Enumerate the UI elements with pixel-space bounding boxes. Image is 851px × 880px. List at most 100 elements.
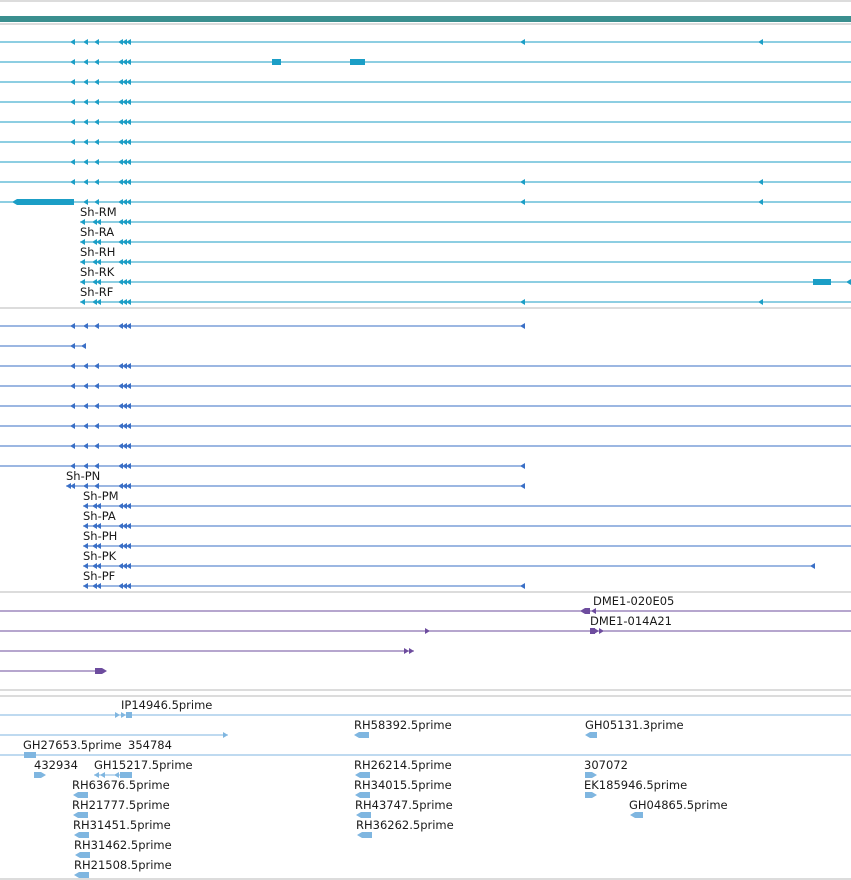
exon-arrow-left: [758, 179, 763, 185]
exon-arrow-left: [122, 199, 127, 205]
exon-arrow-left: [126, 563, 131, 569]
protein-row[interactable]: Sh-PA: [83, 509, 851, 529]
est-read[interactable]: 432934: [34, 758, 78, 778]
exon-arrow-left: [810, 563, 815, 569]
exon-arrow-left: [83, 99, 88, 105]
exon-block: [272, 59, 281, 65]
protein-row[interactable]: Sh-PH: [83, 529, 851, 549]
est-read[interactable]: RH43747.5prime: [355, 798, 453, 818]
clone-row[interactable]: [0, 648, 414, 654]
transcript-row[interactable]: Sh-RA: [80, 225, 851, 245]
exon-arrow-left: [520, 583, 525, 589]
protein-row[interactable]: [0, 463, 525, 469]
exon-arrow-left: [355, 792, 360, 798]
clone-row[interactable]: [0, 668, 107, 674]
est-read[interactable]: RH26214.5prime: [354, 758, 452, 778]
transcript-row[interactable]: Sh-RH: [80, 245, 851, 265]
exon-arrow-left: [94, 363, 99, 369]
est-read[interactable]: RH36262.5prime: [356, 818, 454, 838]
exon-block: [360, 772, 370, 778]
exon-arrow-left: [70, 119, 75, 125]
exon-arrow-left: [122, 279, 127, 285]
est-read[interactable]: RH58392.5prime: [354, 718, 452, 738]
clone-row[interactable]: DME1-014A21: [0, 614, 851, 634]
exon-arrow-left: [92, 239, 97, 245]
feature-label: GH05131.3prime: [585, 718, 684, 732]
transcript-row[interactable]: [0, 59, 851, 65]
feature-label: 307072: [584, 758, 628, 772]
exon-arrow-left: [75, 852, 80, 858]
clone-row[interactable]: DME1-020E05: [0, 594, 851, 614]
exon-arrow-left: [118, 119, 123, 125]
protein-row[interactable]: [0, 423, 851, 429]
exon-arrow-left: [126, 299, 131, 305]
exon-arrow-left: [96, 259, 101, 265]
protein-row[interactable]: [0, 363, 851, 369]
transcript-row[interactable]: Sh-RM: [80, 205, 851, 225]
est-read[interactable]: RH63676.5prime: [72, 778, 170, 798]
feature-label: 354784: [128, 738, 172, 752]
exon-arrow-right: [599, 628, 604, 634]
transcript-row[interactable]: [0, 119, 851, 125]
exon-arrow-left: [83, 483, 88, 489]
transcript-row[interactable]: [0, 79, 851, 85]
protein-row[interactable]: Sh-PK: [83, 549, 815, 569]
est-read[interactable]: IP14946.5prime: [115, 698, 212, 718]
est-read[interactable]: 307072: [584, 758, 628, 778]
exon-arrow-left: [83, 423, 88, 429]
est-read[interactable]: RH31462.5prime: [74, 838, 172, 858]
transcript-row[interactable]: [0, 39, 851, 45]
exon-arrow-left: [126, 403, 131, 409]
protein-row[interactable]: [0, 443, 851, 449]
transcript-row[interactable]: [0, 199, 851, 205]
exon-arrow-left: [126, 199, 131, 205]
exon-arrow-left: [94, 139, 99, 145]
exon-arrow-left: [94, 159, 99, 165]
exon-block: [80, 852, 90, 858]
transcript-row[interactable]: [0, 139, 851, 145]
est-read[interactable]: GH04865.5prime: [629, 798, 728, 818]
exon-arrow-left: [83, 363, 88, 369]
exon-arrow-left: [758, 299, 763, 305]
exon-arrow-left: [126, 279, 131, 285]
exon-arrow-left: [94, 119, 99, 125]
exon-arrow-left: [83, 39, 88, 45]
exon-arrow-left: [357, 832, 362, 838]
transcript-row[interactable]: [0, 159, 851, 165]
exon-arrow-left: [92, 543, 97, 549]
exon-arrow-left: [94, 99, 99, 105]
protein-row[interactable]: [0, 323, 525, 329]
protein-row[interactable]: [0, 343, 86, 349]
protein-row[interactable]: [0, 403, 851, 409]
est-read[interactable]: EK185946.5prime: [584, 778, 687, 798]
est-read[interactable]: [0, 714, 851, 756]
exon-arrow-left: [80, 299, 85, 305]
feature-label: Sh-PH: [83, 529, 117, 543]
exon-arrow-left: [80, 279, 85, 285]
est-read[interactable]: GH05131.3prime: [585, 718, 684, 738]
est-read[interactable]: RH31451.5prime: [73, 818, 171, 838]
exon-arrow-left: [122, 443, 127, 449]
transcript-row[interactable]: Sh-RK: [80, 265, 851, 285]
est-read[interactable]: GH15217.5prime: [94, 758, 193, 778]
transcript-row[interactable]: [0, 179, 851, 185]
transcript-row[interactable]: Sh-RF: [80, 285, 851, 305]
protein-row[interactable]: Sh-PM: [83, 489, 851, 509]
exon-block: [126, 712, 132, 718]
exon-block: [79, 872, 89, 878]
protein-row[interactable]: Sh-PN: [66, 469, 525, 489]
exon-block: [34, 772, 41, 778]
est-read[interactable]: RH34015.5prime: [354, 778, 452, 798]
protein-row[interactable]: Sh-PF: [83, 569, 525, 589]
est-read[interactable]: RH21508.5prime: [74, 858, 172, 878]
est-read[interactable]: GH27653.5prime 354784: [0, 732, 228, 758]
exon-arrow-right: [115, 712, 120, 718]
est-read[interactable]: RH21777.5prime: [72, 798, 170, 818]
exon-arrow-left: [118, 363, 123, 369]
exon-arrow-left: [96, 523, 101, 529]
protein-row[interactable]: [0, 383, 851, 389]
transcript-row[interactable]: [0, 99, 851, 105]
exon-arrow-left: [94, 199, 99, 205]
exon-arrow-left: [758, 39, 763, 45]
exon-arrow-left: [118, 503, 123, 509]
